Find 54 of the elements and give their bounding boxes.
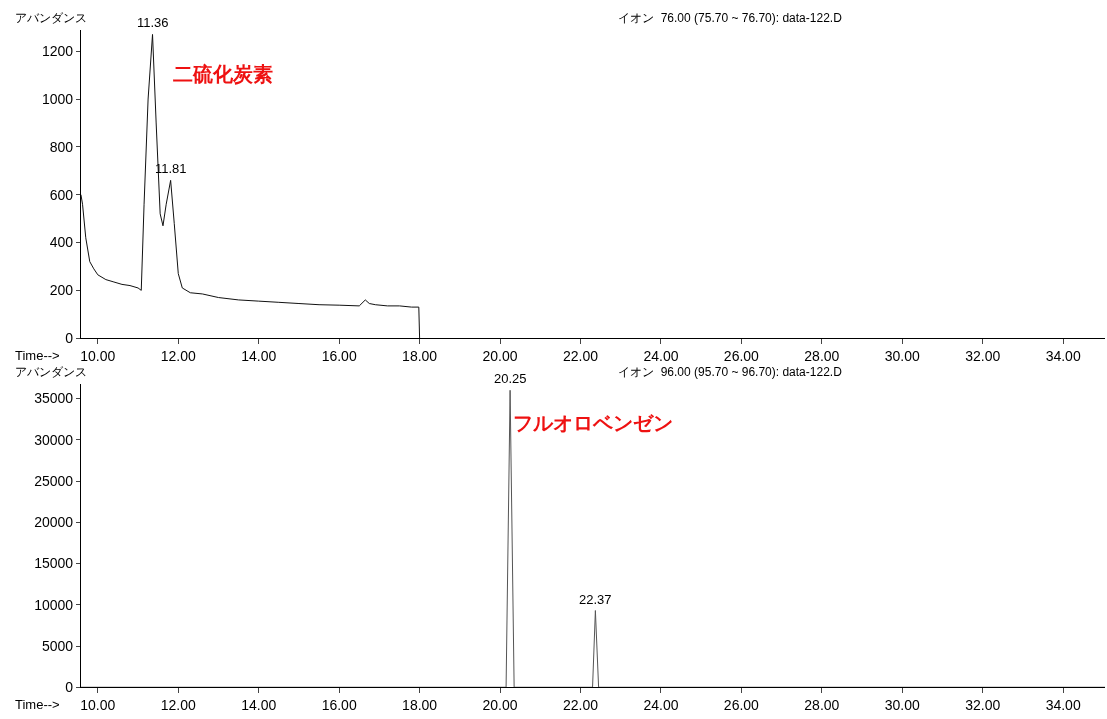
y-tick-label: 600 [49, 186, 74, 203]
x-tick-label: 18.00 [402, 697, 438, 714]
line-series [80, 33, 421, 339]
y-tick-label: 10000 [34, 596, 74, 613]
x-tick-label: 24.00 [643, 697, 679, 714]
x-tick-label: 22.00 [562, 697, 599, 714]
y-tick-label: 0 [65, 679, 74, 696]
x-tick-label: 22.00 [562, 347, 599, 364]
x-tick-label: 28.00 [804, 347, 840, 364]
x-tick-label: 34.00 [1045, 697, 1081, 714]
x-tick-label: 26.00 [723, 697, 760, 714]
annotation: 20.25 [494, 371, 527, 386]
x-tick-label: 30.00 [884, 697, 920, 714]
y-tick-label: 400 [49, 234, 74, 251]
x-tick-label: 12.00 [160, 347, 196, 364]
x-tick-label: 16.00 [321, 347, 357, 364]
y-tick-label: 5000 [41, 637, 74, 654]
x-tick-label: 30.00 [884, 347, 920, 364]
annotation: 22.37 [579, 592, 612, 607]
y-tick-label: 30000 [34, 431, 74, 448]
x-tick-label: 12.00 [160, 697, 196, 714]
y-tick-label: 1000 [41, 90, 74, 107]
y-tick-label: 1200 [41, 43, 74, 60]
annotation: 11.81 [155, 161, 187, 176]
x-tick-label: 16.00 [321, 697, 357, 714]
y-axis-title: アバンダンス [15, 11, 87, 25]
chart-title: イオン 76.00 (75.70 ~ 76.70): data-122.D [618, 11, 843, 25]
x-tick-label: 20.00 [482, 697, 518, 714]
x-tick-label: 14.00 [241, 347, 277, 364]
x-tick-label: 24.00 [643, 347, 679, 364]
annotation: 11.36 [137, 15, 169, 30]
x-tick-label: 34.00 [1045, 347, 1081, 364]
x-tick-label: 20.00 [482, 347, 518, 364]
y-axis-title: アバンダンス [15, 365, 87, 379]
x-axis-title: Time--> [15, 697, 60, 712]
y-tick-label: 15000 [34, 555, 74, 572]
x-tick-label: 28.00 [804, 697, 840, 714]
x-tick-label: 32.00 [965, 347, 1001, 364]
y-tick-label: 25000 [34, 472, 74, 489]
y-tick-label: 200 [49, 282, 74, 299]
x-tick-label: 18.00 [402, 347, 438, 364]
x-tick-label: 10.00 [80, 697, 116, 714]
y-tick-label: 800 [49, 138, 74, 155]
chart-title: イオン 96.00 (95.70 ~ 96.70): data-122.D [618, 365, 843, 379]
x-tick-label: 14.00 [241, 697, 277, 714]
x-tick-label: 32.00 [965, 697, 1001, 714]
y-tick-label: 0 [65, 330, 74, 347]
annotation: フルオロベンゼン [513, 411, 673, 435]
annotation: 二硫化炭素 [173, 62, 273, 86]
x-axis-title: Time--> [15, 348, 60, 363]
x-tick-label: 26.00 [723, 347, 760, 364]
x-tick-label: 10.00 [80, 347, 116, 364]
y-tick-label: 20000 [34, 514, 74, 531]
y-tick-label: 35000 [34, 390, 74, 407]
